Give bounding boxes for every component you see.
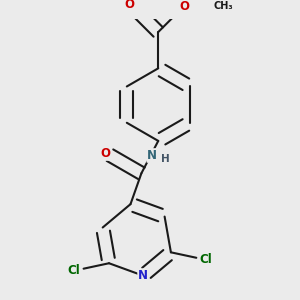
Text: O: O [180, 0, 190, 13]
Text: O: O [124, 0, 134, 11]
Text: N: N [147, 149, 157, 162]
Text: Cl: Cl [200, 253, 213, 266]
Text: H: H [161, 154, 170, 164]
Text: O: O [100, 147, 110, 160]
Text: CH₃: CH₃ [213, 2, 233, 11]
Text: N: N [138, 269, 148, 282]
Text: Cl: Cl [67, 264, 80, 277]
